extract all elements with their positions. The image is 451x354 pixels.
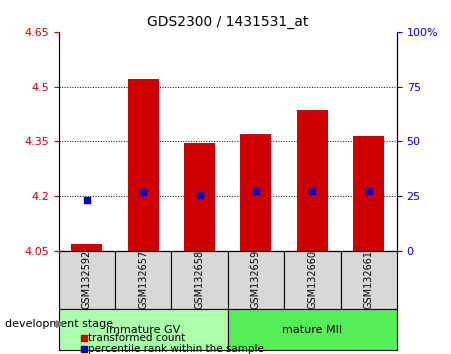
Bar [284,251,341,309]
Bar [228,309,397,350]
Text: GSM132660: GSM132660 [307,250,318,309]
Text: transformed count: transformed count [87,333,185,343]
Text: ▶: ▶ [56,319,65,329]
Bar [297,110,328,251]
Bar [128,79,159,251]
Text: development stage: development stage [5,319,113,329]
Bar [171,251,228,309]
Text: GSM132661: GSM132661 [364,250,374,309]
Text: GSM132659: GSM132659 [251,250,261,309]
Bar [228,251,284,309]
Bar [59,309,228,350]
Bar [71,244,102,251]
Bar [59,251,115,309]
Title: GDS2300 / 1431531_at: GDS2300 / 1431531_at [147,16,308,29]
Text: immature GV: immature GV [106,325,180,335]
Bar [341,251,397,309]
Text: GSM132658: GSM132658 [194,250,205,309]
Text: GSM132592: GSM132592 [82,250,92,309]
Bar [115,251,171,309]
Text: mature MII: mature MII [282,325,342,335]
Bar [353,136,384,251]
Text: percentile rank within the sample: percentile rank within the sample [87,344,263,354]
Bar [240,134,272,251]
Text: GSM132657: GSM132657 [138,250,148,309]
Bar [184,143,215,251]
